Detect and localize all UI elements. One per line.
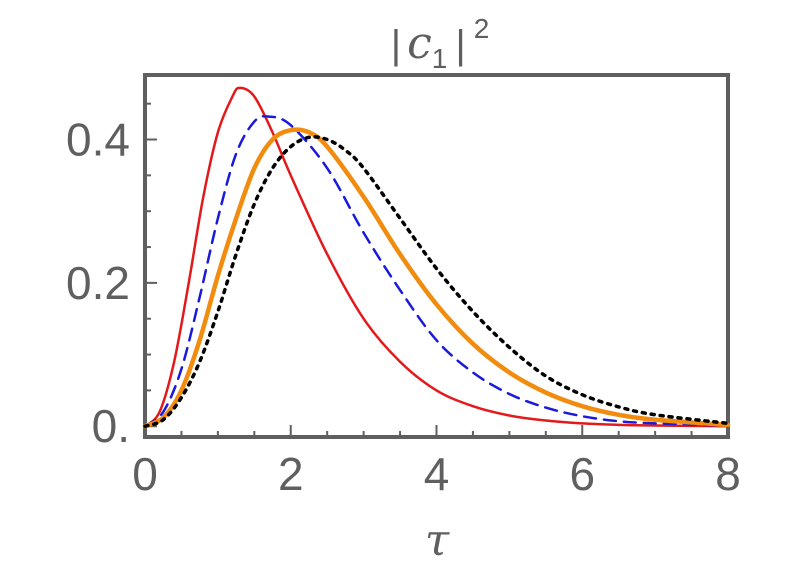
chart-title: | c1 | 2 bbox=[391, 13, 490, 74]
x-tick-label: 2 bbox=[278, 448, 304, 500]
title-variable: c bbox=[407, 18, 432, 69]
y-tick-label: 0. bbox=[92, 400, 130, 452]
series-line-4 bbox=[143, 135, 730, 428]
x-tick-label: 4 bbox=[424, 448, 450, 500]
x-tick-label: 0 bbox=[132, 448, 158, 500]
tick-labels: 0 2 4 6 8 0. 0.2 0.4 bbox=[66, 114, 741, 500]
x-tick-label: 6 bbox=[569, 448, 595, 500]
title-subscript: 1 bbox=[432, 43, 448, 74]
series-line-2 bbox=[143, 114, 730, 428]
x-axis-label: τ bbox=[425, 515, 450, 566]
title-open-bar: | bbox=[391, 23, 401, 67]
series-line-1 bbox=[143, 86, 730, 428]
title-superscript: 2 bbox=[474, 13, 490, 44]
series-group bbox=[142, 86, 731, 429]
x-tick-label: 8 bbox=[715, 448, 741, 500]
series-line-3 bbox=[142, 127, 731, 429]
y-tick-label: 0.2 bbox=[66, 257, 130, 309]
title-close-bar: | bbox=[455, 23, 465, 67]
axis-ticks bbox=[144, 102, 729, 437]
plot-frame bbox=[143, 73, 730, 439]
y-tick-label: 0.4 bbox=[66, 114, 130, 166]
